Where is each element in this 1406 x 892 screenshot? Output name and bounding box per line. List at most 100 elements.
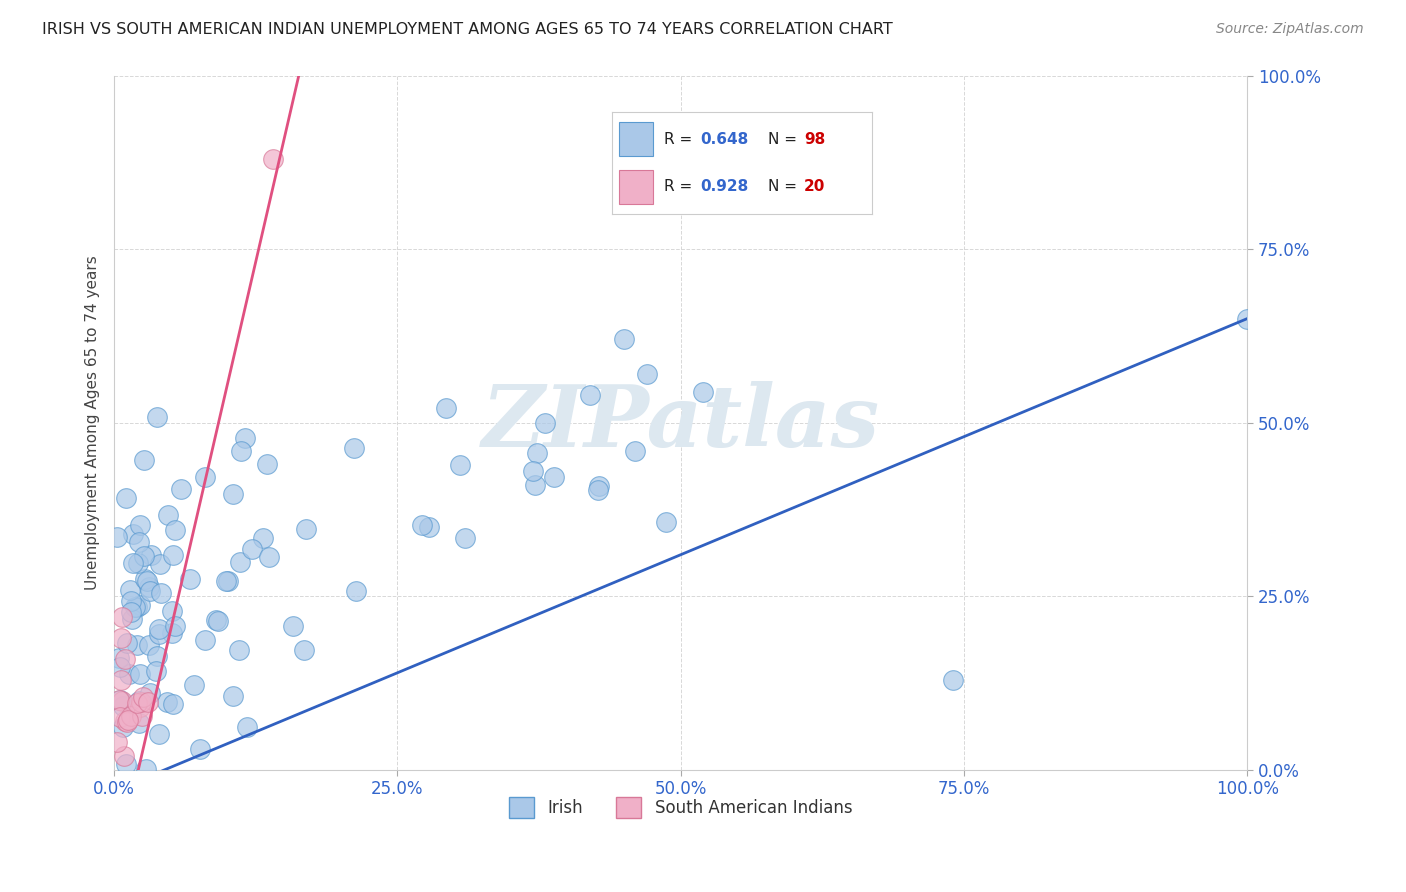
Point xyxy=(128,694,150,708)
Point xyxy=(162,697,184,711)
Point xyxy=(128,700,150,714)
Point xyxy=(170,482,193,496)
Point xyxy=(522,464,544,478)
Point xyxy=(162,548,184,562)
Point xyxy=(111,610,134,624)
Point xyxy=(112,749,135,764)
Text: 98: 98 xyxy=(804,132,825,146)
Point xyxy=(292,643,315,657)
Point xyxy=(411,517,433,532)
Point xyxy=(524,478,547,492)
Point xyxy=(163,619,186,633)
Point xyxy=(132,453,155,467)
Point xyxy=(150,586,173,600)
Bar xyxy=(620,170,654,204)
Point xyxy=(108,710,131,724)
Point xyxy=(135,762,157,776)
Point xyxy=(942,673,965,687)
Point xyxy=(418,520,440,534)
Point xyxy=(111,720,134,734)
Point xyxy=(217,574,239,589)
Text: R =: R = xyxy=(664,132,697,146)
Point xyxy=(342,441,364,455)
Point xyxy=(105,735,128,749)
Point xyxy=(139,548,162,562)
Point xyxy=(204,613,226,627)
Text: N =: N = xyxy=(768,132,801,146)
Point xyxy=(149,557,172,571)
Point xyxy=(295,522,318,536)
Point xyxy=(107,650,129,665)
Point xyxy=(222,690,245,704)
Point xyxy=(283,619,305,633)
Point xyxy=(256,457,278,471)
Point xyxy=(115,715,138,730)
Point xyxy=(120,709,142,723)
Point xyxy=(139,584,162,599)
Point xyxy=(194,470,217,484)
Point xyxy=(148,622,170,636)
Point xyxy=(128,535,150,549)
Point xyxy=(105,530,128,544)
Point xyxy=(155,695,177,709)
Point xyxy=(127,638,149,652)
Point xyxy=(636,367,658,381)
Point xyxy=(114,714,136,729)
Point xyxy=(128,715,150,730)
Point xyxy=(107,693,129,707)
Point xyxy=(122,527,145,541)
Point xyxy=(118,667,141,681)
Point xyxy=(229,443,252,458)
Point xyxy=(132,549,155,563)
Text: IRISH VS SOUTH AMERICAN INDIAN UNEMPLOYMENT AMONG AGES 65 TO 74 YEARS CORRELATIO: IRISH VS SOUTH AMERICAN INDIAN UNEMPLOYM… xyxy=(42,22,893,37)
Point xyxy=(179,572,201,586)
Point xyxy=(586,483,609,498)
Point xyxy=(125,600,148,615)
Text: 0.648: 0.648 xyxy=(700,132,748,146)
Point xyxy=(121,605,143,619)
Point xyxy=(115,756,138,771)
Text: N =: N = xyxy=(768,179,801,194)
Point xyxy=(111,693,134,707)
Point xyxy=(207,614,229,628)
Point xyxy=(533,416,555,430)
Point xyxy=(654,515,676,529)
Point xyxy=(252,532,274,546)
Point xyxy=(114,652,136,666)
Text: R =: R = xyxy=(664,179,697,194)
Point xyxy=(157,508,180,523)
Point xyxy=(692,385,714,400)
Point xyxy=(160,625,183,640)
Point xyxy=(115,491,138,505)
Point xyxy=(117,713,139,727)
Point xyxy=(146,410,169,425)
Point xyxy=(117,636,139,650)
Point xyxy=(235,720,257,734)
Point xyxy=(121,612,143,626)
Point xyxy=(257,550,280,565)
Point xyxy=(138,638,160,652)
Point xyxy=(138,581,160,595)
Point xyxy=(120,593,142,607)
Point xyxy=(188,742,211,756)
Point xyxy=(148,727,170,741)
Point xyxy=(453,531,475,545)
Point xyxy=(229,555,252,569)
Point xyxy=(128,667,150,681)
Text: ZIPatlas: ZIPatlas xyxy=(482,381,880,465)
Point xyxy=(240,542,263,557)
Point xyxy=(134,573,156,587)
Point xyxy=(131,709,153,723)
Point xyxy=(129,598,152,612)
Legend: Irish, South American Indians: Irish, South American Indians xyxy=(502,790,859,824)
Point xyxy=(148,627,170,641)
Bar xyxy=(620,122,654,155)
Point xyxy=(449,458,471,473)
Point xyxy=(344,584,367,599)
Point xyxy=(112,698,135,713)
Point xyxy=(118,582,141,597)
Point xyxy=(233,431,256,445)
Point xyxy=(543,469,565,483)
Point xyxy=(228,643,250,657)
Point xyxy=(624,443,647,458)
